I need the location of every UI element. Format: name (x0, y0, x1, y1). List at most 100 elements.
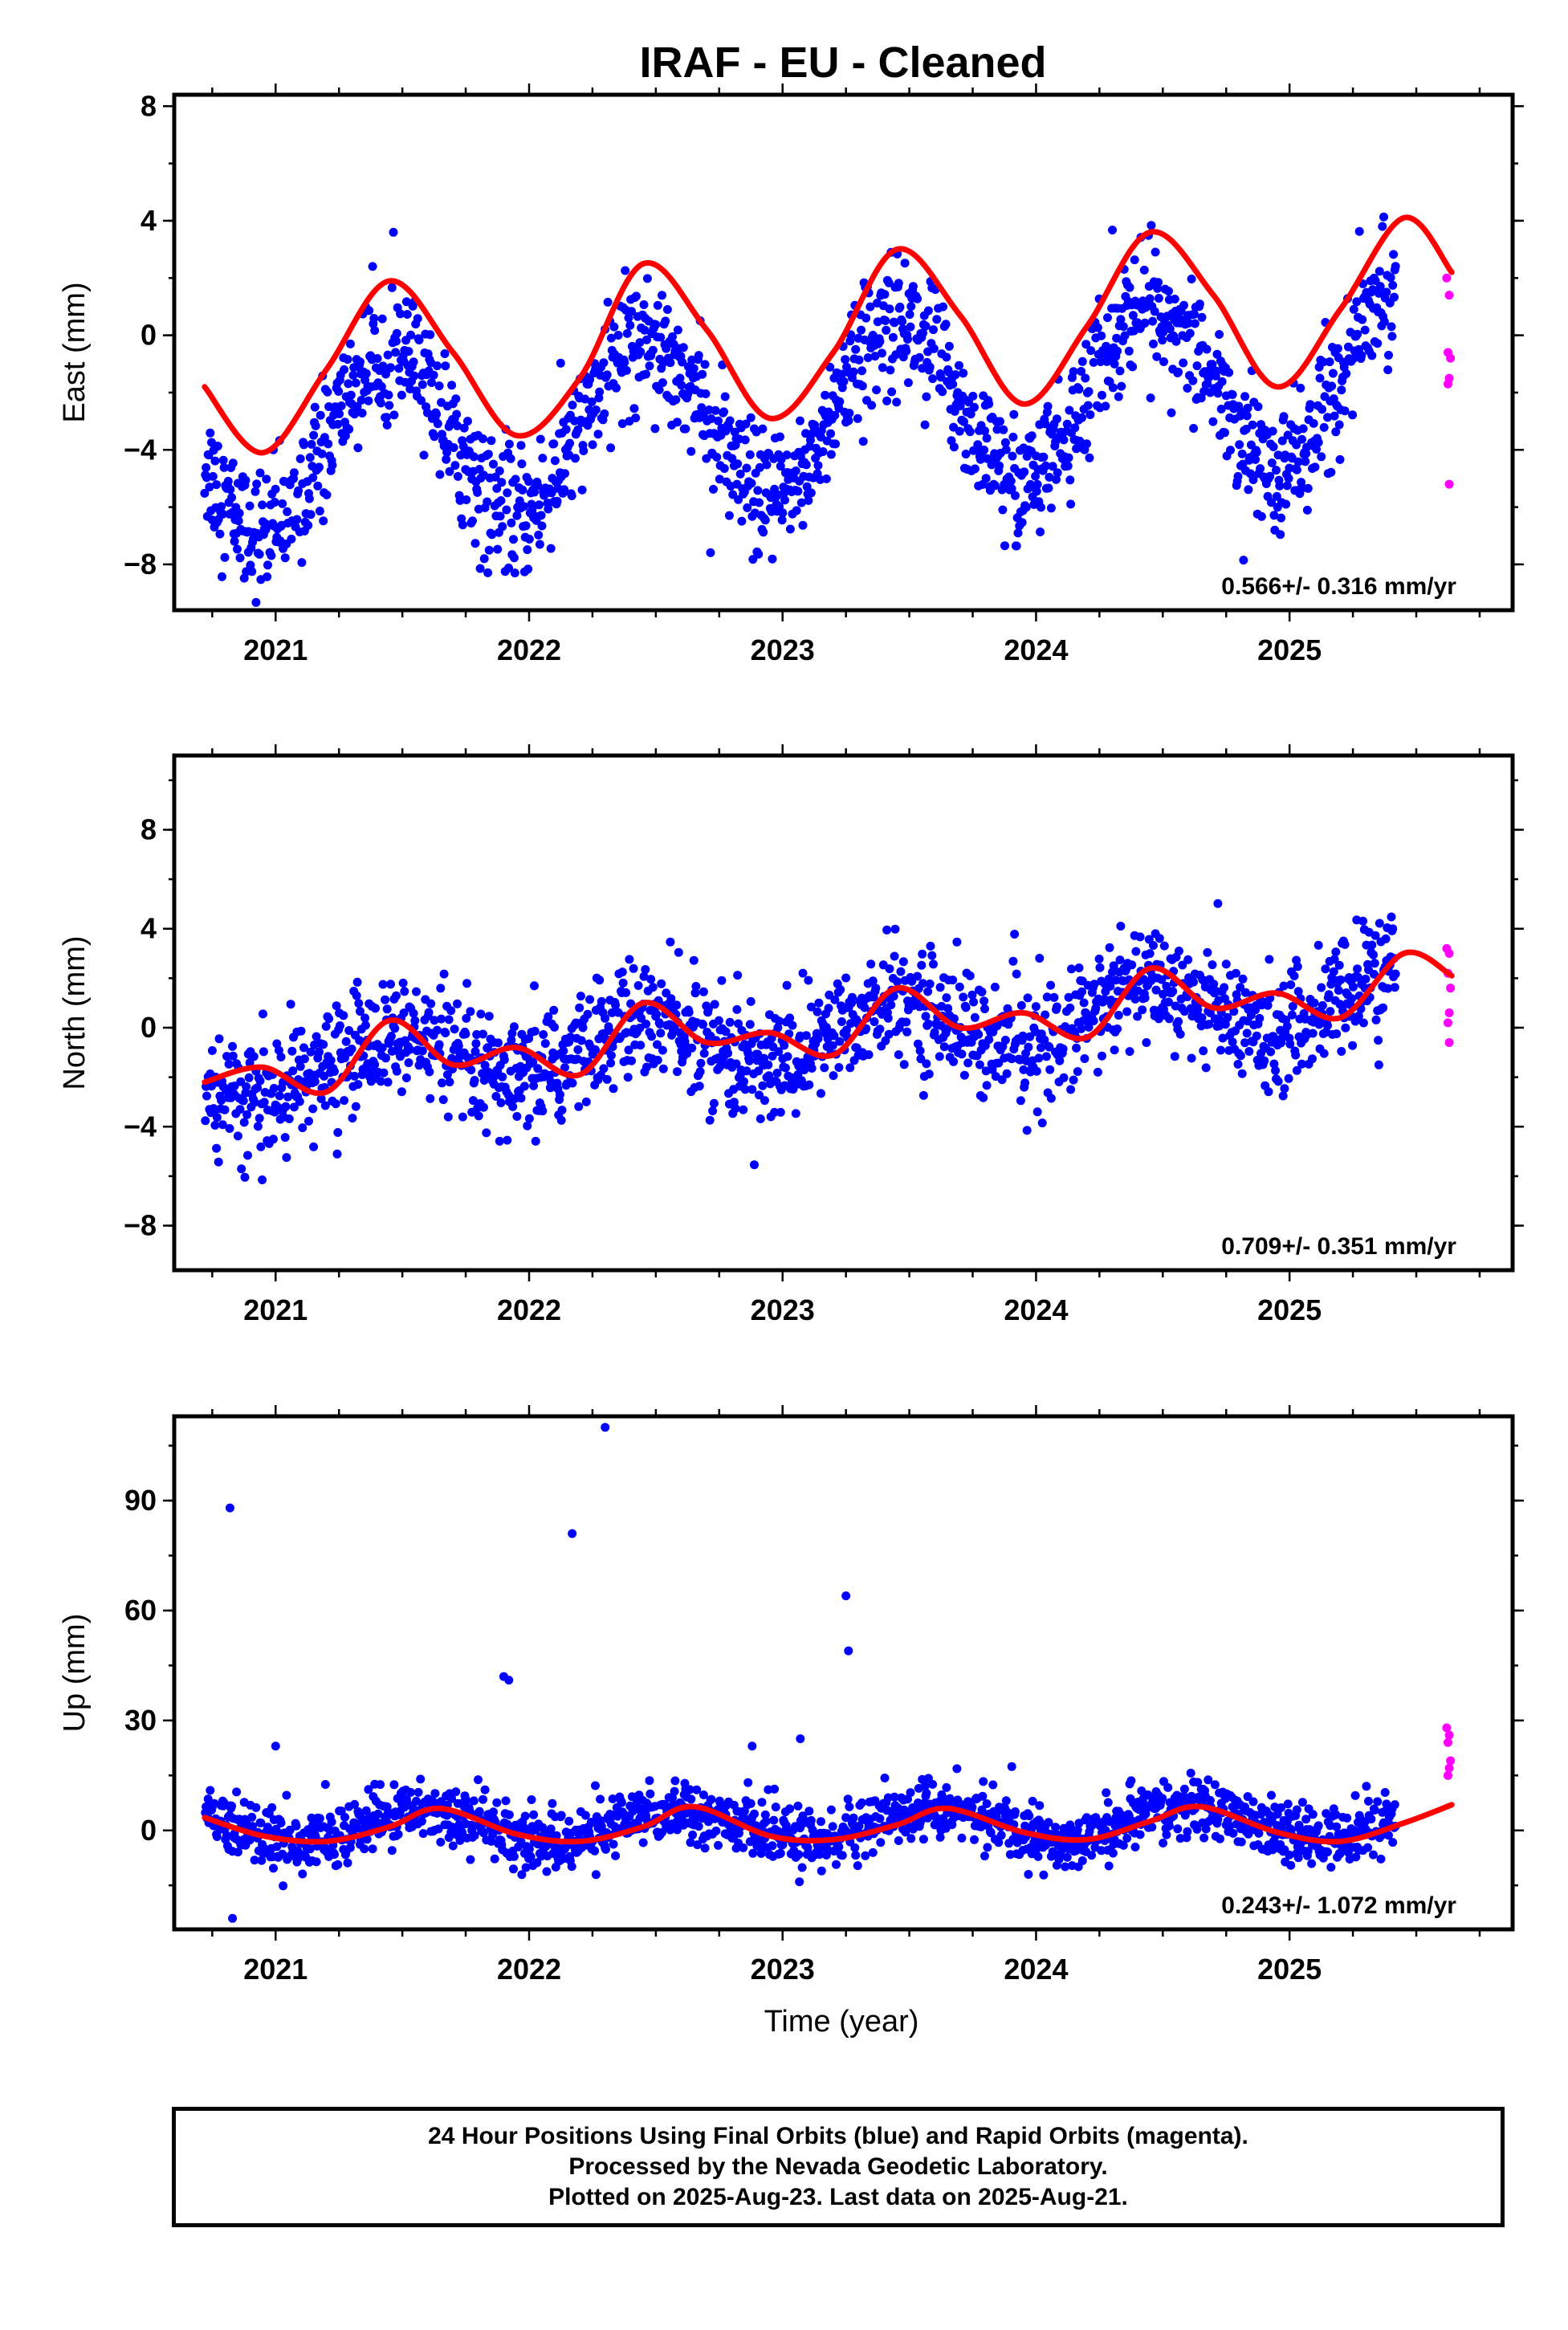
final-orbit-point (731, 1059, 741, 1069)
final-orbit-point (320, 1101, 330, 1110)
final-orbit-point (1158, 1794, 1167, 1803)
final-orbit-point (447, 381, 457, 390)
final-orbit-point (642, 1062, 651, 1072)
final-orbit-point (1089, 1016, 1098, 1025)
final-orbit-point (524, 535, 534, 544)
final-orbit-point (1237, 1069, 1247, 1078)
final-orbit-point (609, 322, 619, 332)
final-orbit-point (556, 1115, 566, 1125)
outlier-point (796, 1734, 805, 1744)
final-orbit-point (745, 1020, 755, 1029)
final-orbit-point (405, 1045, 415, 1054)
final-orbit-point (223, 476, 233, 486)
final-orbit-point (785, 1013, 795, 1023)
final-orbit-point (536, 511, 546, 520)
final-orbit-point (723, 1049, 733, 1058)
final-orbit-point (576, 1036, 586, 1045)
final-orbit-point (1101, 401, 1110, 411)
final-orbit-point (1170, 1052, 1179, 1061)
final-orbit-point (636, 347, 646, 356)
final-orbit-point (791, 466, 800, 475)
final-orbit-point (391, 348, 401, 357)
final-orbit-point (760, 1096, 769, 1106)
final-orbit-point (228, 458, 238, 468)
final-orbit-point (1362, 1782, 1371, 1791)
final-orbit-point (1189, 977, 1199, 987)
final-orbit-point (606, 1051, 616, 1060)
final-orbit-point (850, 1843, 860, 1852)
final-orbit-point (1336, 975, 1346, 984)
final-orbit-point (906, 322, 915, 332)
final-orbit-point (806, 488, 816, 498)
final-orbit-point (474, 1111, 483, 1121)
final-orbit-point (1220, 428, 1229, 438)
final-orbit-point (727, 454, 737, 463)
final-orbit-point (283, 507, 292, 516)
final-orbit-point (924, 1069, 934, 1079)
outlier-point (228, 1913, 238, 1923)
final-orbit-point (617, 1798, 626, 1807)
final-orbit-point (711, 405, 720, 415)
final-orbit-point (730, 427, 739, 437)
x-tick-label: 2022 (497, 1293, 561, 1326)
plot-area (201, 1423, 1456, 1923)
final-orbit-point (306, 1047, 316, 1057)
final-orbit-point (913, 972, 922, 981)
final-orbit-point (1046, 503, 1056, 513)
final-orbit-point (951, 370, 960, 380)
final-orbit-point (625, 955, 634, 964)
final-orbit-point (673, 325, 682, 335)
final-orbit-point (1266, 1047, 1276, 1057)
final-orbit-point (1288, 1001, 1297, 1011)
final-orbit-point (472, 1030, 482, 1039)
x-tick-label: 2025 (1257, 633, 1322, 666)
final-orbit-point (1128, 362, 1138, 372)
final-orbit-point (1051, 1823, 1061, 1832)
final-orbit-point (583, 1009, 593, 1019)
final-orbit-point (1334, 960, 1344, 970)
final-orbit-point (474, 1807, 484, 1816)
final-orbit-point (808, 1825, 817, 1835)
final-orbit-point (299, 1054, 309, 1064)
final-orbit-point (1037, 1043, 1045, 1053)
final-orbit-point (1149, 941, 1158, 950)
final-orbit-point (332, 1149, 342, 1159)
y-tick-label: 8 (141, 89, 157, 122)
final-orbit-point (640, 325, 650, 335)
final-orbit-point (685, 1785, 694, 1794)
final-orbit-point (239, 1118, 249, 1127)
final-orbit-point (346, 390, 356, 400)
final-orbit-point (806, 1815, 816, 1825)
final-orbit-point (1016, 1000, 1026, 1010)
final-orbit-point (220, 552, 230, 562)
final-orbit-point (360, 1844, 369, 1854)
final-orbit-point (608, 1794, 617, 1803)
final-orbit-point (801, 1031, 811, 1041)
final-orbit-point (1373, 1797, 1383, 1807)
final-orbit-point (785, 524, 795, 534)
final-orbit-point (671, 395, 681, 405)
final-orbit-point (920, 420, 930, 430)
final-orbit-point (1024, 1042, 1033, 1052)
final-orbit-point (1097, 1846, 1106, 1855)
final-orbit-point (281, 1102, 291, 1111)
final-orbit-point (228, 1041, 237, 1051)
y-tick-label: 4 (141, 204, 157, 237)
final-orbit-point (780, 1063, 790, 1073)
final-orbit-point (1001, 445, 1011, 454)
final-orbit-point (932, 315, 942, 324)
final-orbit-point (1269, 511, 1279, 520)
final-orbit-point (244, 1073, 254, 1082)
final-orbit-point (1238, 974, 1248, 984)
final-orbit-point (417, 1816, 426, 1826)
final-orbit-point (782, 450, 792, 460)
final-orbit-point (847, 992, 857, 1002)
final-orbit-point (461, 1029, 470, 1039)
final-orbit-point (230, 536, 239, 546)
final-orbit-point (980, 1851, 989, 1861)
final-orbit-point (963, 1058, 973, 1068)
final-orbit-point (1010, 930, 1020, 939)
final-orbit-point (851, 1851, 861, 1860)
final-orbit-point (780, 1041, 789, 1050)
final-orbit-point (684, 1008, 694, 1017)
